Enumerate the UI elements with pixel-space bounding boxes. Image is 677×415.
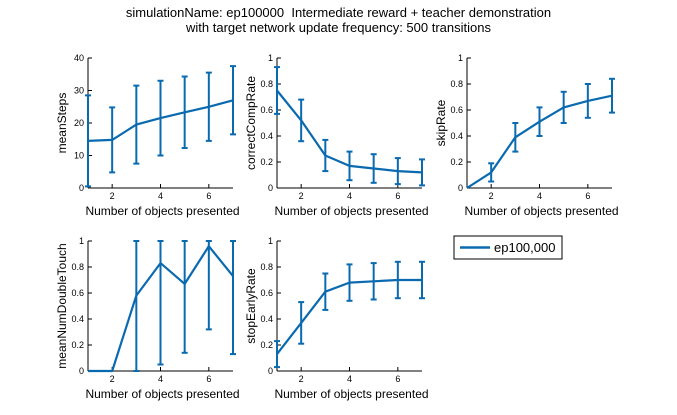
y-tick-label: 0.8 <box>260 262 273 272</box>
error-bar <box>298 98 305 143</box>
subplot-1: 0 10 20 30 40 2 4 6 Number of objects presented m… <box>55 53 240 218</box>
error-bar <box>274 340 280 369</box>
error-bar <box>230 65 236 136</box>
error-bar <box>157 79 164 157</box>
error-bar <box>370 153 377 184</box>
y-tick-label: 1 <box>79 236 84 246</box>
error-bar <box>181 240 188 354</box>
x-tick-label: 6 <box>585 191 590 201</box>
y-tick-label: 0.6 <box>260 105 273 115</box>
x-axis-label: Number of objects presented <box>274 387 428 401</box>
error-bar <box>419 158 425 187</box>
y-axis-label: meanSteps <box>55 93 69 154</box>
y-tick-label: 0.6 <box>260 288 273 298</box>
error-bar <box>230 240 236 356</box>
x-axis-label: Number of objects presented <box>85 204 239 218</box>
error-bar <box>394 260 401 300</box>
y-tick-label: 0.2 <box>260 157 273 167</box>
x-tick-label: 4 <box>347 374 352 384</box>
legend: ep100,000 <box>453 235 563 260</box>
error-bar <box>322 138 329 173</box>
y-tick-label: 0.4 <box>260 314 273 324</box>
error-bar <box>346 263 353 302</box>
y-tick-label: 1 <box>268 53 273 63</box>
y-axis-label: correctCompRate <box>244 76 258 170</box>
error-bar <box>394 157 401 186</box>
subplot-3: 0 0.2 0.4 0.6 0.8 1 2 4 6 Number of objects prese… <box>434 53 619 218</box>
y-tick-label: 0.6 <box>450 105 463 115</box>
error-bar <box>512 122 519 153</box>
x-tick-label: 6 <box>395 191 400 201</box>
y-tick-label: 0 <box>79 183 84 193</box>
error-bar <box>370 262 377 301</box>
error-bar <box>298 301 305 345</box>
y-tick-label: 30 <box>74 86 84 96</box>
legend-label: ep100,000 <box>494 240 555 255</box>
y-tick-label: 0.2 <box>450 157 463 167</box>
x-tick-label: 4 <box>347 191 352 201</box>
x-tick-label: 2 <box>110 374 115 384</box>
error-bar <box>584 83 591 119</box>
y-axis-label: skipRate <box>434 99 448 146</box>
x-axis-label: Number of objects presented <box>274 204 428 218</box>
y-tick-label: 0 <box>458 183 463 193</box>
y-tick-label: 0 <box>268 366 273 376</box>
y-tick-label: 0.8 <box>260 79 273 89</box>
error-bar <box>133 240 140 372</box>
y-tick-label: 10 <box>74 151 84 161</box>
y-tick-label: 20 <box>74 118 84 128</box>
x-tick-label: 2 <box>299 374 304 384</box>
x-axis-label: Number of objects presented <box>85 387 239 401</box>
x-tick-label: 2 <box>299 191 304 201</box>
figure-title-line-2: with target network update frequency: 50… <box>186 20 491 35</box>
y-tick-label: 0 <box>79 366 84 376</box>
y-tick-label: 0.4 <box>450 131 463 141</box>
x-tick-label: 6 <box>206 374 211 384</box>
y-tick-label: 1 <box>458 53 463 63</box>
y-tick-label: 0.2 <box>71 340 84 350</box>
x-tick-label: 4 <box>158 191 163 201</box>
error-bar <box>560 90 567 124</box>
y-axis-label: meanNumDoubleTouch <box>55 243 69 368</box>
error-bar <box>419 260 425 300</box>
subplot-5: 0 0.2 0.4 0.6 0.8 1 2 4 6 Number of objects prese… <box>244 236 429 401</box>
subplot-4: 0 0.2 0.4 0.6 0.8 1 2 4 6 Number of objects prese… <box>55 236 240 401</box>
error-bar <box>85 94 91 188</box>
x-axis-label: Number of objects presented <box>464 204 618 218</box>
error-bar <box>609 77 615 114</box>
y-tick-label: 0.4 <box>71 314 84 324</box>
error-bar <box>109 106 116 174</box>
error-bar <box>157 240 164 366</box>
x-tick-label: 6 <box>206 191 211 201</box>
error-bar <box>322 272 329 311</box>
figure-title-line-1: simulationName: ep100000 Intermediate re… <box>125 5 552 20</box>
error-bar <box>181 75 188 150</box>
x-tick-label: 6 <box>395 374 400 384</box>
x-tick-label: 4 <box>537 191 542 201</box>
y-tick-label: 0.2 <box>260 340 273 350</box>
y-tick-label: 0.8 <box>71 262 84 272</box>
error-bar <box>488 162 495 183</box>
error-bar <box>133 84 140 165</box>
error-bar <box>205 71 212 142</box>
y-tick-label: 0.6 <box>71 288 84 298</box>
legend-box <box>453 235 563 260</box>
error-bar <box>346 150 353 182</box>
error-bar <box>274 66 280 115</box>
y-tick-label: 0.4 <box>260 131 273 141</box>
y-axis-label: stopEarlyRate <box>244 268 258 344</box>
y-tick-label: 0 <box>268 183 273 193</box>
y-tick-label: 1 <box>268 236 273 246</box>
x-tick-label: 4 <box>158 374 163 384</box>
subplot-2: 0 0.2 0.4 0.6 0.8 1 2 4 6 Number of objects prese… <box>244 53 429 218</box>
x-tick-label: 2 <box>110 191 115 201</box>
x-tick-label: 2 <box>489 191 494 201</box>
y-tick-label: 40 <box>74 53 84 63</box>
error-bar <box>205 240 212 331</box>
error-bar <box>536 106 543 137</box>
y-tick-label: 0.8 <box>450 79 463 89</box>
